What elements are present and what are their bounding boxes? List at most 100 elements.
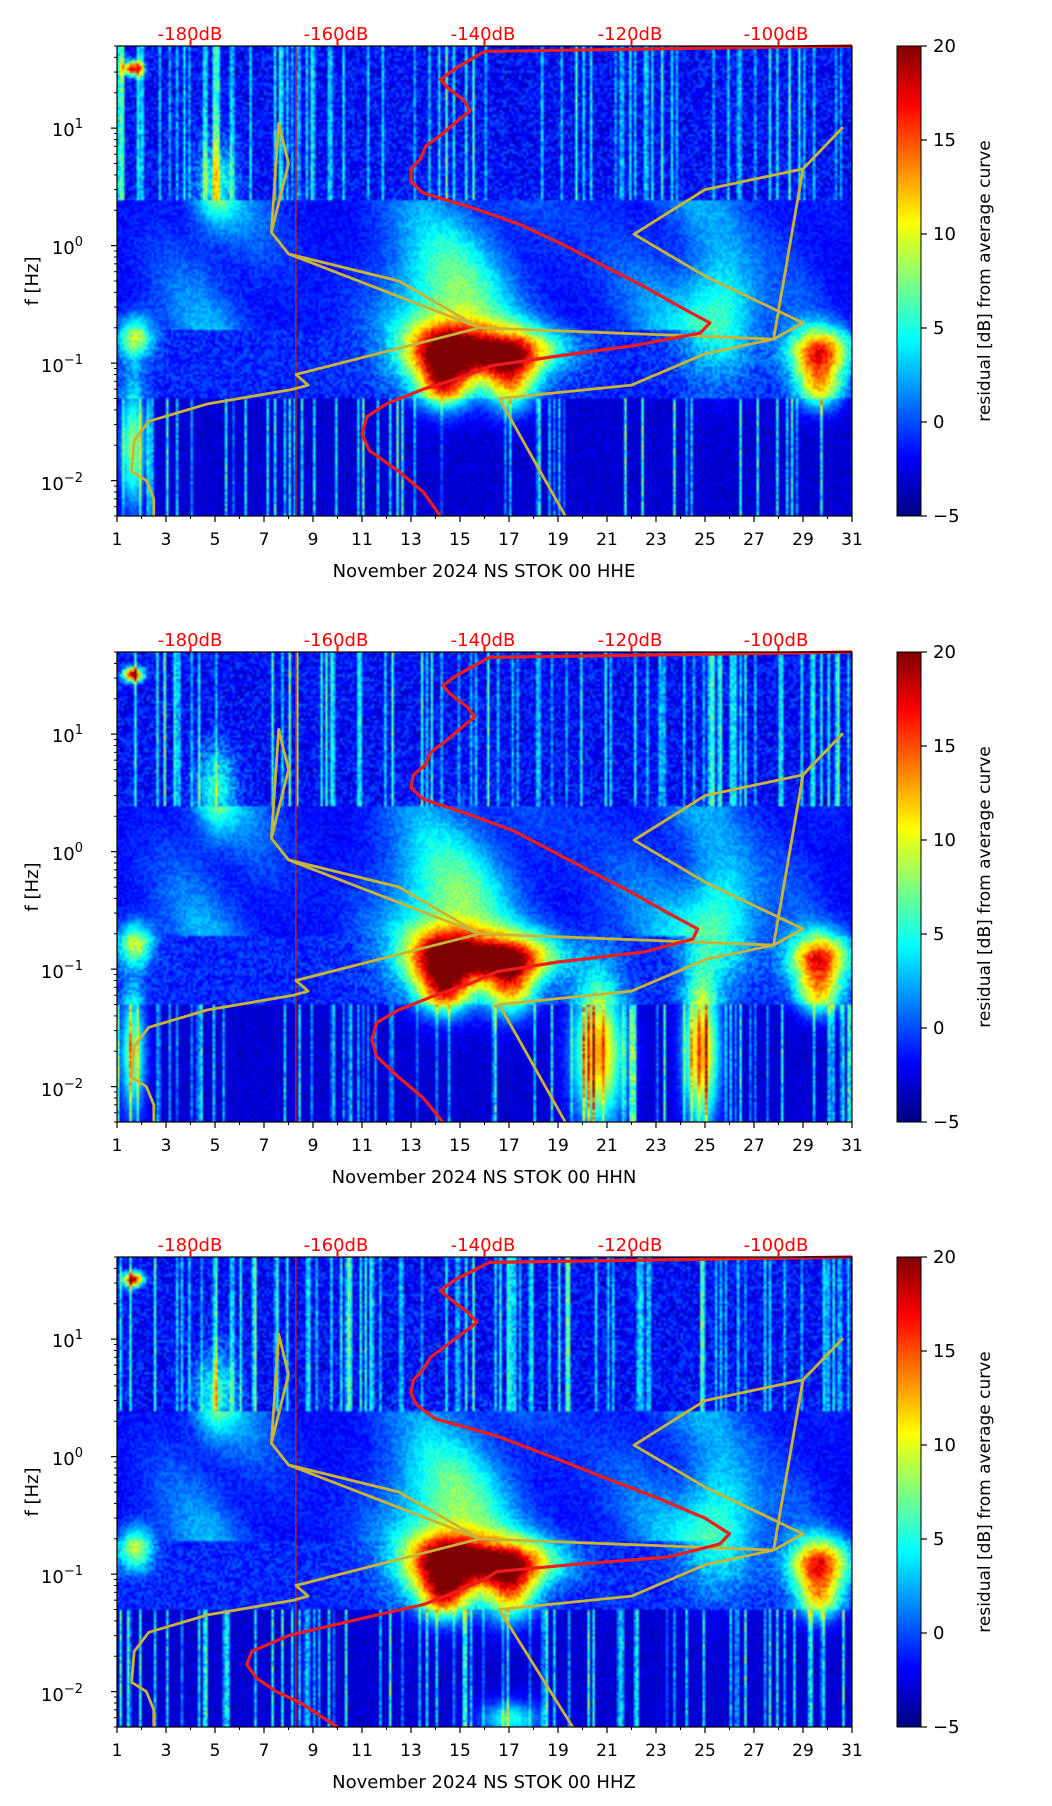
overlay-lines	[130, 650, 853, 1124]
x-axis: 1 3 5 7 9 11 13 15 17 19 21 23 25 27 29 …	[112, 1136, 863, 1156]
colorbar-tick-label: 0	[933, 1018, 944, 1039]
x-tick-label: 17	[498, 1741, 520, 1761]
x-tick-label: 9	[308, 1136, 319, 1156]
x-tick-label: 3	[161, 1741, 172, 1761]
x-tick-label: 29	[792, 530, 814, 550]
x-tick-label: 21	[596, 1741, 618, 1761]
y-tick-label: 10−2	[41, 1077, 83, 1101]
axis-ticks	[111, 1251, 927, 1733]
noise-model-curve	[130, 121, 844, 517]
y-tick-label: 100	[52, 235, 83, 259]
y-tick-label: 101	[52, 117, 83, 141]
top-axis-label: -120dB	[598, 24, 663, 45]
colorbar: −5 0 5 10 15 20 residual [dB] from avera…	[896, 36, 995, 527]
y-tick-label: 10−1	[41, 353, 83, 377]
y-tick-exp: −1	[64, 1564, 83, 1579]
x-axis: 1 3 5 7 9 11 13 15 17 19 21 23 25 27 29 …	[112, 1741, 863, 1761]
x-tick-label: 7	[259, 1136, 270, 1156]
colorbar-title: residual [dB] from average curve	[975, 746, 995, 1027]
colorbar: −5 0 5 10 15 20 residual [dB] from avera…	[896, 642, 995, 1133]
y-tick-label: 10−2	[41, 1682, 83, 1706]
axis-ticks	[111, 40, 927, 522]
top-axis-label: -100dB	[744, 630, 809, 651]
spectrogram-panel-hhe: -180dB -160dB -140dB -120dB -100dB 1 3 5…	[22, 24, 995, 582]
top-axis-label: -160dB	[304, 1235, 369, 1256]
colorbar-title: residual [dB] from average curve	[975, 140, 995, 421]
x-axis-title: November 2024 NS STOK 00 HHN	[332, 1167, 637, 1188]
top-axis-label: -180dB	[158, 24, 223, 45]
y-axis: 10−2 10−1 100 101	[41, 1328, 83, 1706]
y-tick-exp: −1	[64, 959, 83, 974]
colorbar-gradient	[896, 651, 922, 1123]
y-tick-label: 10−2	[41, 471, 83, 495]
overlay-lines	[130, 1255, 853, 1729]
x-tick-label: 27	[743, 1741, 765, 1761]
x-tick-label: 11	[351, 1741, 373, 1761]
top-axis-label: -120dB	[598, 630, 663, 651]
colorbar-gradient	[896, 1256, 922, 1728]
top-axis-label: -180dB	[158, 1235, 223, 1256]
colorbar-tick-label: 15	[933, 1341, 956, 1362]
y-tick-label: 10−1	[41, 959, 83, 983]
x-tick-label: 3	[161, 530, 172, 550]
y-tick-exp: 1	[75, 723, 83, 738]
x-tick-label: 25	[694, 530, 716, 550]
y-axis: 10−2 10−1 100 101	[41, 117, 83, 495]
y-tick-exp: −1	[64, 353, 83, 368]
x-tick-label: 5	[210, 1136, 221, 1156]
y-tick-label: 101	[52, 723, 83, 747]
colorbar-tick-label: 5	[933, 1529, 944, 1550]
y-tick-exp: 0	[75, 235, 83, 250]
top-axis-label: -120dB	[598, 1235, 663, 1256]
colorbar-tick-label: −5	[933, 1112, 960, 1133]
axis-ticks	[111, 646, 927, 1128]
spectrogram-panel-hhz: -180dB -160dB -140dB -120dB -100dB 1 3 5…	[22, 1235, 995, 1793]
y-tick-base: 10	[41, 962, 64, 983]
colorbar: −5 0 5 10 15 20 residual [dB] from avera…	[896, 1247, 995, 1738]
noise-level-curve	[360, 44, 853, 517]
x-tick-label: 9	[308, 530, 319, 550]
spectrogram-panel-hhn: -180dB -160dB -140dB -120dB -100dB 1 3 5…	[22, 630, 995, 1188]
x-tick-label: 13	[400, 530, 422, 550]
x-tick-label: 23	[645, 1741, 667, 1761]
top-axis-label: -160dB	[304, 630, 369, 651]
spectrogram-image	[117, 652, 852, 1122]
x-tick-label: 1	[112, 1136, 123, 1156]
x-tick-label: 25	[694, 1136, 716, 1156]
y-axis: 10−2 10−1 100 101	[41, 723, 83, 1101]
top-axis-label: -100dB	[744, 24, 809, 45]
colorbar-tick-label: 10	[933, 224, 956, 245]
x-tick-label: 5	[210, 530, 221, 550]
y-tick-base: 10	[41, 1567, 64, 1588]
x-tick-label: 31	[841, 1741, 863, 1761]
x-tick-label: 31	[841, 1136, 863, 1156]
top-axis-label: -100dB	[744, 1235, 809, 1256]
y-tick-exp: −2	[64, 1682, 83, 1697]
colorbar-tick-label: 20	[933, 36, 956, 57]
colorbar-tick-label: 10	[933, 830, 956, 851]
colorbar-tick-label: 5	[933, 318, 944, 339]
top-axis-label: -140dB	[451, 1235, 516, 1256]
colorbar-title: residual [dB] from average curve	[975, 1351, 995, 1632]
colorbar-tick-label: −5	[933, 1717, 960, 1738]
y-tick-exp: 1	[75, 117, 83, 132]
y-tick-base: 10	[52, 726, 75, 747]
colorbar-tick-label: 10	[933, 1435, 956, 1456]
y-axis-title: f [Hz]	[22, 862, 43, 911]
x-tick-label: 13	[400, 1136, 422, 1156]
x-axis: 1 3 5 7 9 11 13 15 17 19 21 23 25 27 29 …	[112, 530, 863, 550]
x-tick-label: 21	[596, 1136, 618, 1156]
x-tick-label: 23	[645, 1136, 667, 1156]
spectrogram-image	[117, 1257, 852, 1727]
y-tick-base: 10	[41, 356, 64, 377]
x-tick-label: 7	[259, 1741, 270, 1761]
x-axis-title: November 2024 NS STOK 00 HHZ	[332, 1772, 636, 1793]
y-tick-exp: 0	[75, 841, 83, 856]
x-tick-label: 27	[743, 1136, 765, 1156]
x-tick-label: 21	[596, 530, 618, 550]
y-tick-label: 10−1	[41, 1564, 83, 1588]
x-tick-label: 31	[841, 530, 863, 550]
x-tick-label: 5	[210, 1741, 221, 1761]
noise-level-curve	[245, 1255, 853, 1729]
x-tick-label: 17	[498, 1136, 520, 1156]
